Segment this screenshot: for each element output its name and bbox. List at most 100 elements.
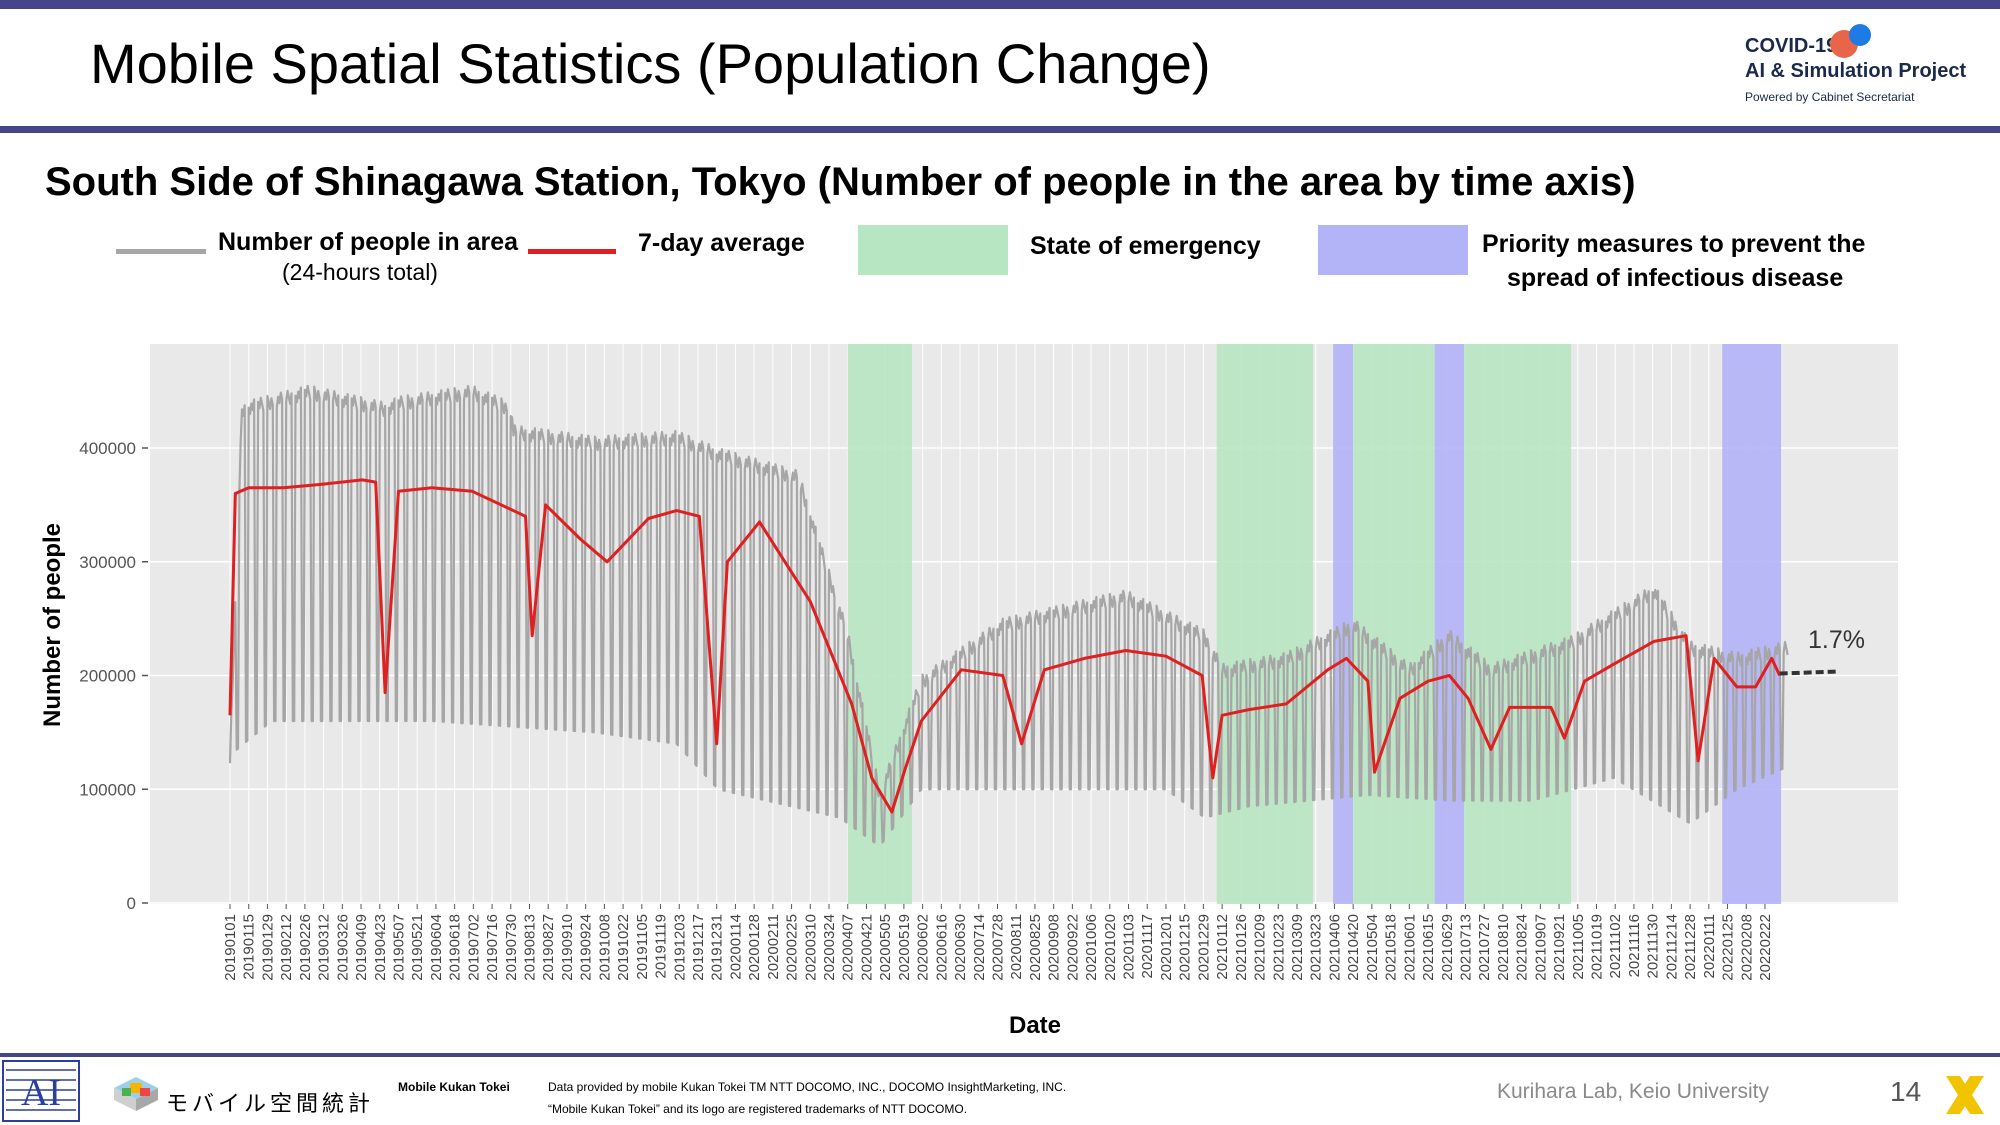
y-tick-1: 100000 <box>79 780 136 799</box>
x-tick-42: 20200811 <box>1008 914 1025 980</box>
y-tick-4: 400000 <box>79 439 136 458</box>
x-tick-38: 20200616 <box>933 914 950 981</box>
covid-ai-logo: COVID-19 AI & Simulation Project Powered… <box>1745 24 1985 114</box>
x-tick-52: 20201229 <box>1195 914 1212 981</box>
x-tick-24: 20191203 <box>671 914 688 981</box>
x-tick-9: 20190507 <box>390 914 407 981</box>
x-tick-68: 20210810 <box>1495 914 1512 981</box>
logo-line2: AI & Simulation Project <box>1745 60 1967 82</box>
raw-line <box>228 384 1789 844</box>
annotation-label: 1.7% <box>1808 626 1865 654</box>
trend-dash-line <box>1779 669 1840 676</box>
x-tick-23: 20191119 <box>653 914 670 979</box>
x-tick-77: 20211214 <box>1663 914 1680 980</box>
lab-name: Kurihara Lab, Keio University <box>1497 1080 1769 1103</box>
x-tick-33: 20200407 <box>840 914 857 981</box>
x-tick-1: 20190115 <box>241 914 258 980</box>
x-tick-39: 20200630 <box>952 914 969 981</box>
x-tick-76: 20211130 <box>1645 914 1662 979</box>
legend-avg-label: 7-day average <box>638 229 805 257</box>
emergency-band-0 <box>847 344 912 904</box>
x-tick-44: 20200908 <box>1046 914 1063 981</box>
page-title: Mobile Spatial Statistics (Population Ch… <box>90 32 1211 95</box>
x-tick-71: 20210921 <box>1551 914 1568 981</box>
x-tick-14: 20190716 <box>484 914 501 981</box>
x-tick-46: 20201006 <box>1083 914 1100 981</box>
x-tick-55: 20210209 <box>1252 914 1269 981</box>
x-tick-73: 20211019 <box>1589 914 1606 980</box>
x-tick-16: 20190813 <box>522 914 539 981</box>
kukan-tokei-en: Mobile Kukan Tokei <box>398 1080 510 1094</box>
kukan-tokei-jp: モバイル空間統計 <box>166 1091 375 1116</box>
x-tick-11: 20190604 <box>428 914 445 981</box>
x-tick-5: 20190312 <box>316 914 333 981</box>
x-tick-10: 20190521 <box>409 914 426 981</box>
x-tick-31: 20200310 <box>802 914 819 981</box>
logo-dot-blue <box>1849 24 1871 46</box>
emergency-band-5 <box>1464 344 1572 904</box>
x-tick-56: 20210223 <box>1270 914 1287 981</box>
x-tick-36: 20200519 <box>896 914 913 981</box>
x-tick-58: 20210323 <box>1308 914 1325 981</box>
x-tick-2: 20190129 <box>259 914 276 981</box>
chart-title: South Side of Shinagawa Station, Tokyo (… <box>45 160 1636 204</box>
x-tick-51: 20201215 <box>1177 914 1194 981</box>
emergency-band-3 <box>1353 344 1435 904</box>
x-tick-49: 20201117 <box>1139 914 1156 979</box>
x-tick-69: 20210824 <box>1514 914 1531 981</box>
x-tick-18: 20190910 <box>559 914 576 981</box>
top-accent-bar <box>0 0 2000 9</box>
legend-priority-line1: Priority measures to prevent the <box>1482 230 1866 258</box>
footer-divider <box>0 1053 2000 1057</box>
x-tick-43: 20200825 <box>1027 914 1044 981</box>
x-tick-81: 20220208 <box>1738 914 1755 981</box>
y-tick-labels: 0 100000 200000 300000 400000 <box>79 439 148 913</box>
legend-raw-swatch <box>116 249 206 254</box>
priority-band-4 <box>1434 344 1465 904</box>
x-tick-79: 20220111 <box>1701 914 1718 979</box>
x-tick-0: 20190101 <box>222 914 239 981</box>
x-tick-15: 20190730 <box>503 914 520 981</box>
avg-line <box>228 478 1782 814</box>
data-credit-line1: Data provided by mobile Kukan Tokei TM N… <box>548 1080 1067 1094</box>
x-tick-67: 20210727 <box>1476 914 1493 981</box>
emergency-band-1 <box>1216 344 1314 904</box>
x-tick-47: 20201020 <box>1102 914 1119 981</box>
x-tick-25: 20191217 <box>690 914 707 981</box>
x-tick-72: 20211005 <box>1570 914 1587 980</box>
x-tick-40: 20200714 <box>971 914 988 981</box>
x-tick-32: 20200324 <box>821 914 838 981</box>
x-tick-78: 20211228 <box>1682 914 1699 980</box>
x-tick-75: 20211116 <box>1626 914 1643 977</box>
x-tick-12: 20190618 <box>447 914 464 981</box>
x-tick-20: 20191008 <box>596 914 613 981</box>
x-tick-35: 20200505 <box>877 914 894 981</box>
x-logo-icon <box>1946 1076 1984 1114</box>
x-tick-26: 20191231 <box>709 914 726 981</box>
y-tick-0: 0 <box>127 894 136 913</box>
keio-lab-logo: AI <box>2 1060 80 1122</box>
x-tick-21: 20191022 <box>615 914 632 981</box>
page-number: 14 <box>1890 1076 1922 1107</box>
logo-line3: Powered by Cabinet Secretariat <box>1745 90 1915 104</box>
x-tick-17: 20190827 <box>540 914 557 981</box>
x-axis-label: Date <box>1009 1012 1061 1039</box>
logo-line1: COVID-19 <box>1745 35 1838 57</box>
legend-raw-sub: (24-hours total) <box>282 259 438 285</box>
x-tick-70: 20210907 <box>1532 914 1549 981</box>
x-tick-65: 20210629 <box>1439 914 1456 981</box>
x-tick-61: 20210504 <box>1364 914 1381 981</box>
legend-raw-label: Number of people in area <box>218 228 519 256</box>
y-axis-label: Number of people <box>39 523 66 727</box>
x-tick-3: 20190212 <box>278 914 295 981</box>
legend-priority-swatch <box>1318 225 1468 275</box>
x-tick-63: 20210601 <box>1401 914 1418 981</box>
legend-emergency-swatch <box>858 225 1008 275</box>
x-tick-62: 20210518 <box>1383 914 1400 981</box>
x-tick-66: 20210713 <box>1457 914 1474 981</box>
priority-band-6 <box>1722 344 1782 904</box>
x-tick-37: 20200602 <box>915 914 932 981</box>
legend-emergency-label: State of emergency <box>1030 232 1261 260</box>
x-tick-34: 20200421 <box>858 914 875 981</box>
